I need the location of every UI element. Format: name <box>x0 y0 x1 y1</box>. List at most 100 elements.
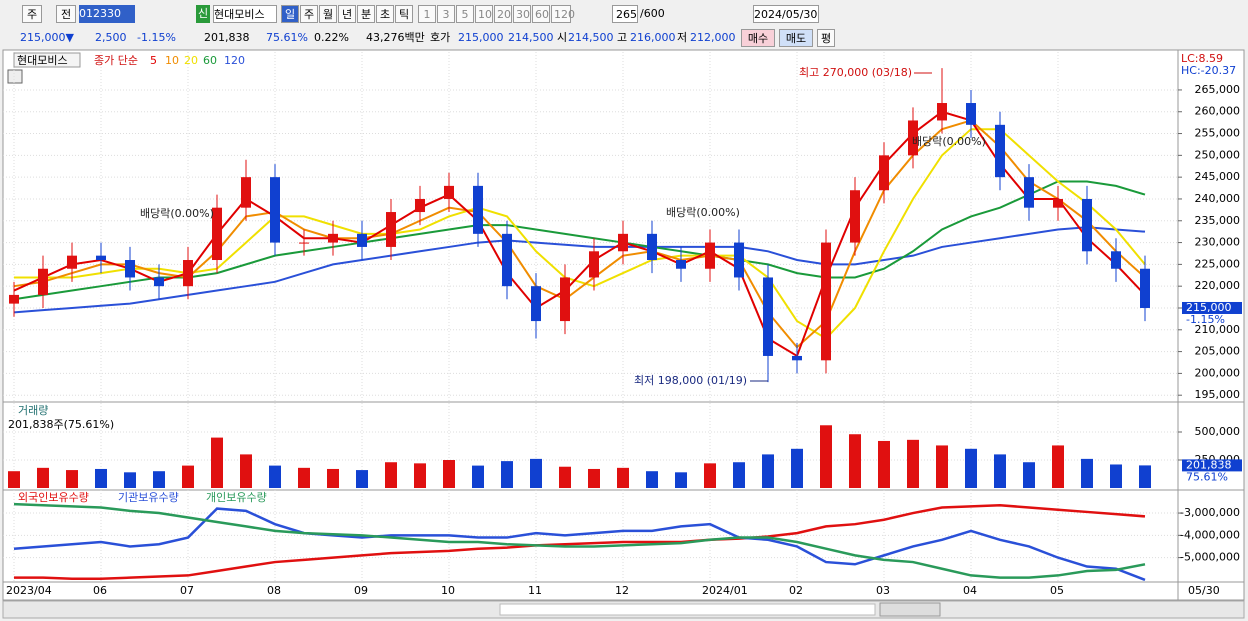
price: 215,000▼ <box>20 31 74 44</box>
scroll-thumb[interactable] <box>499 603 876 616</box>
period-button[interactable]: 초 <box>376 5 394 23</box>
interval-button[interactable]: 30 <box>513 5 531 23</box>
candle-body <box>531 286 541 322</box>
ratio-label: 75.61% <box>1186 470 1228 483</box>
period-button[interactable]: 틱 <box>395 5 413 23</box>
candle-body <box>9 294 19 304</box>
candle-body <box>125 260 135 278</box>
calc-icon[interactable] <box>7 69 23 84</box>
candle-body <box>415 198 425 213</box>
x-tick-label: 06 <box>93 584 107 597</box>
candle-body <box>386 212 396 247</box>
volume: 201,838 <box>204 31 250 44</box>
annotation: 배당락(0.00%) <box>912 135 986 148</box>
y-tick-label: -3,000,000 <box>1180 506 1240 519</box>
type-button[interactable]: 주 <box>22 5 42 23</box>
panel-subtitle: 201,838주(75.61%) <box>8 418 114 431</box>
annotation: 배당락(0.00%) <box>140 207 214 220</box>
candle-body <box>734 242 744 278</box>
interval-button[interactable]: 1 <box>418 5 436 23</box>
y-tick-label: 240,000 <box>1195 192 1241 205</box>
count-input[interactable]: 265 <box>612 5 638 23</box>
panel-title: 거래량 <box>18 404 48 417</box>
series-line <box>14 128 1146 340</box>
period-button[interactable]: 분 <box>357 5 375 23</box>
bar <box>762 454 774 488</box>
candle-body <box>1024 177 1034 208</box>
stock-name: 현대모비스 <box>213 5 277 23</box>
interval-button[interactable]: 10 <box>475 5 493 23</box>
corner-label: HC:-20.37 <box>1181 64 1236 77</box>
candle-body <box>183 260 193 287</box>
period-button[interactable]: 월 <box>319 5 337 23</box>
last-value-tag <box>1182 301 1242 314</box>
avg-button[interactable]: 평 <box>817 29 835 47</box>
bar <box>588 468 600 488</box>
y-tick-label: -5,000,000 <box>1180 551 1240 564</box>
interval-button[interactable]: 20 <box>494 5 512 23</box>
candle-body <box>879 155 889 191</box>
interval-button[interactable]: 60 <box>532 5 550 23</box>
bid: 214,500 <box>508 31 554 44</box>
bar <box>240 454 252 488</box>
bar <box>1139 465 1151 488</box>
series-line <box>13 502 1146 579</box>
sell-button[interactable]: 매도 <box>779 29 813 47</box>
candle-body <box>328 233 338 243</box>
bar <box>965 448 977 488</box>
interval-button[interactable]: 120 <box>551 5 575 23</box>
bar <box>501 461 513 488</box>
date-input[interactable]: 2024/05/30 <box>753 5 819 23</box>
x-end-label: 05/30 <box>1188 584 1220 597</box>
change-rate: -1.15% <box>137 31 176 44</box>
candle-body <box>67 255 77 269</box>
bar <box>124 472 136 488</box>
y-tick-label: 205,000 <box>1195 345 1241 358</box>
last-value-label: 215,000 <box>1186 301 1232 314</box>
interval-button[interactable]: 5 <box>456 5 474 23</box>
candle-body <box>763 277 773 356</box>
bar <box>791 448 803 488</box>
candle-body <box>560 277 570 322</box>
period-button[interactable]: 년 <box>338 5 356 23</box>
nav-buttons[interactable] <box>879 602 941 617</box>
y-tick-label: 200,000 <box>1195 366 1241 379</box>
code-input[interactable]: 012330 <box>79 5 135 23</box>
candle-body <box>270 177 280 243</box>
x-tick-label: 04 <box>963 584 977 597</box>
candle-body <box>473 185 483 234</box>
candle-body <box>647 233 657 261</box>
last-value-label: 201,838 <box>1186 458 1232 471</box>
open: 214,500 <box>568 31 614 44</box>
amount: 43,276백만 <box>366 31 425 44</box>
candle-body <box>299 242 309 244</box>
y-tick-label: 255,000 <box>1195 127 1241 140</box>
bar <box>704 463 716 488</box>
interval-button[interactable]: 3 <box>437 5 455 23</box>
scope-button[interactable]: 전 <box>56 5 76 23</box>
bar <box>472 465 484 488</box>
buy-button[interactable]: 매수 <box>741 29 775 47</box>
period-button[interactable]: 일 <box>281 5 299 23</box>
candle-body <box>38 268 48 295</box>
legend-entry: 60 <box>203 54 217 67</box>
x-tick-label: 12 <box>615 584 629 597</box>
candle-body <box>241 177 251 208</box>
legend-entry: 10 <box>165 54 179 67</box>
change-label: -1.15% <box>1186 313 1225 326</box>
candle-body <box>444 185 454 199</box>
period-button[interactable]: 주 <box>300 5 318 23</box>
bar <box>878 440 890 488</box>
candle-body <box>821 242 831 361</box>
candle-body <box>357 233 367 247</box>
annotation: 최저 198,000 (01/19) <box>634 374 747 387</box>
y-tick-label: 225,000 <box>1195 257 1241 270</box>
bar <box>675 472 687 488</box>
bar <box>95 468 107 488</box>
candle-body <box>618 233 628 252</box>
bar <box>1052 445 1064 488</box>
bar <box>530 458 542 488</box>
x-tick-label: 09 <box>354 584 368 597</box>
series-line <box>13 507 1146 582</box>
candle-body <box>1053 198 1063 208</box>
